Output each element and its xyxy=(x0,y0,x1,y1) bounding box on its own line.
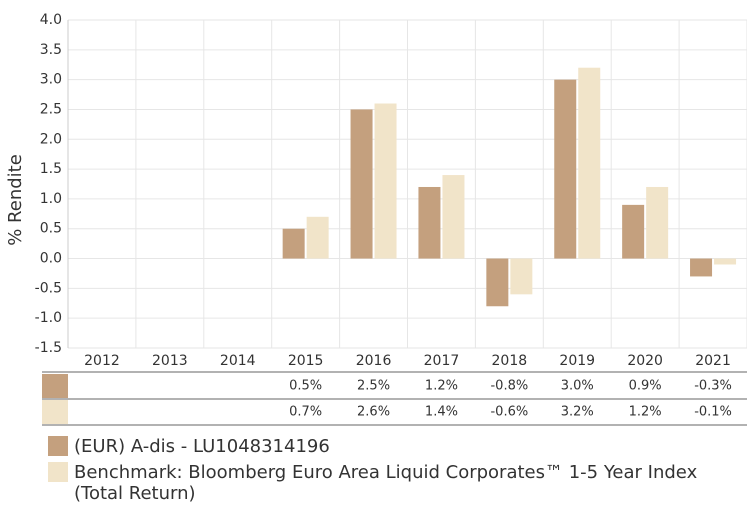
bar xyxy=(714,258,737,265)
y-tick-label: 4.0 xyxy=(40,12,62,28)
x-tick-label: 2016 xyxy=(356,353,392,369)
x-tick-label: 2014 xyxy=(220,353,256,369)
x-tick-label: 2013 xyxy=(152,353,188,369)
legend-swatch xyxy=(48,462,68,482)
bar xyxy=(486,258,509,307)
bar xyxy=(350,109,373,259)
y-tick-label: -1.5 xyxy=(35,340,62,356)
table-value: -0.8% xyxy=(490,379,528,394)
bar xyxy=(646,186,669,259)
x-tick-label: 2020 xyxy=(627,353,663,369)
bar xyxy=(578,67,601,259)
table-value: -0.3% xyxy=(694,379,732,394)
bar xyxy=(374,103,397,259)
bar xyxy=(554,79,577,259)
table-value: 3.2% xyxy=(561,405,594,420)
bar xyxy=(622,204,645,259)
table-value: 1.2% xyxy=(425,379,458,394)
bar xyxy=(418,186,441,259)
table-value: 1.4% xyxy=(425,405,458,420)
legend-label: (EUR) A-dis - LU1048314196 xyxy=(74,436,330,457)
bar xyxy=(442,175,465,259)
table-value: 0.7% xyxy=(289,405,322,420)
legend-label: Benchmark: Bloomberg Euro Area Liquid Co… xyxy=(74,462,698,504)
chart: % Rendite 4.0 3.5 3.0 2.5 2.0 1.5 1.0 0.5 0.0 -0.… xyxy=(5,12,747,426)
y-tick-label: -0.5 xyxy=(35,280,62,296)
table-value: 2.5% xyxy=(357,379,390,394)
table-swatch xyxy=(42,400,68,424)
legend-swatch xyxy=(48,436,68,456)
y-tick-label: 2.5 xyxy=(40,101,62,117)
table-value: 3.0% xyxy=(561,379,594,394)
table-value: -0.6% xyxy=(490,405,528,420)
y-tick-label: 2.0 xyxy=(40,131,62,147)
table-value: 1.2% xyxy=(629,405,662,420)
y-tick-label: 0.0 xyxy=(40,251,62,267)
y-tick-label: 1.5 xyxy=(40,161,62,177)
y-axis-label: % Rendite xyxy=(5,154,26,246)
x-tick-label: 2012 xyxy=(84,353,120,369)
legend-item: Benchmark: Bloomberg Euro Area Liquid Co… xyxy=(48,462,728,504)
legend-item: (EUR) A-dis - LU1048314196 xyxy=(48,436,728,457)
y-tick-label: 1.0 xyxy=(40,191,62,207)
bar xyxy=(282,228,305,259)
table-swatch xyxy=(42,374,68,398)
table-value: -0.1% xyxy=(694,405,732,420)
bar xyxy=(306,216,329,259)
y-tick-label: 0.5 xyxy=(40,221,62,237)
x-tick-label: 2018 xyxy=(492,353,528,369)
y-tick-label: 3.5 xyxy=(40,42,62,58)
table-value: 2.6% xyxy=(357,405,390,420)
y-tick-label: 3.0 xyxy=(40,72,62,88)
bar xyxy=(510,258,533,295)
y-tick-label: -1.0 xyxy=(35,310,62,326)
x-tick-label: 2019 xyxy=(559,353,595,369)
x-tick-label: 2015 xyxy=(288,353,324,369)
table-value: 0.5% xyxy=(289,379,322,394)
bar xyxy=(690,258,713,277)
x-tick-label: 2021 xyxy=(695,353,731,369)
x-tick-label: 2017 xyxy=(424,353,460,369)
table-value: 0.9% xyxy=(629,379,662,394)
